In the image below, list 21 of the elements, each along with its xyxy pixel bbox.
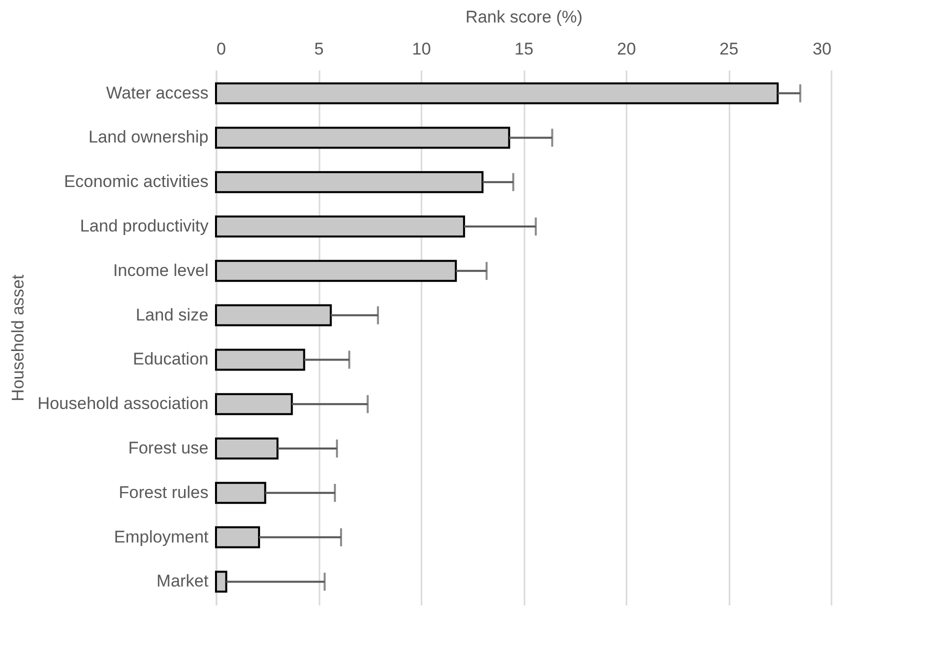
x-tick-label: 10 <box>412 40 431 58</box>
y-tick-label: Employment <box>114 527 209 546</box>
y-tick-label: Land size <box>136 305 208 324</box>
y-tick-label: Forest use <box>128 438 208 458</box>
y-tick-label: Income level <box>113 260 208 280</box>
y-tick-label: Water access <box>106 83 208 102</box>
x-tick-label: 30 <box>812 40 832 58</box>
y-tick-label: Forest rules <box>118 482 208 502</box>
x-tick-label: 25 <box>720 40 738 58</box>
y-tick-label: Economic activities <box>64 172 208 192</box>
y-tick-label: Land ownership <box>88 128 208 147</box>
y-tick-label: Market <box>156 572 209 591</box>
x-tick-label: 0 <box>216 40 226 58</box>
y-axis-title: Household asset <box>8 274 28 402</box>
y-tick-label: Education <box>132 350 208 369</box>
x-tick-label: 15 <box>514 40 534 58</box>
x-axis-title: Rank score (%) <box>465 8 583 26</box>
x-tick-label: 20 <box>617 40 636 58</box>
x-tick-label: 5 <box>314 40 324 58</box>
y-tick-label: Household association <box>37 394 208 414</box>
y-tick-label: Land productivity <box>80 216 209 236</box>
